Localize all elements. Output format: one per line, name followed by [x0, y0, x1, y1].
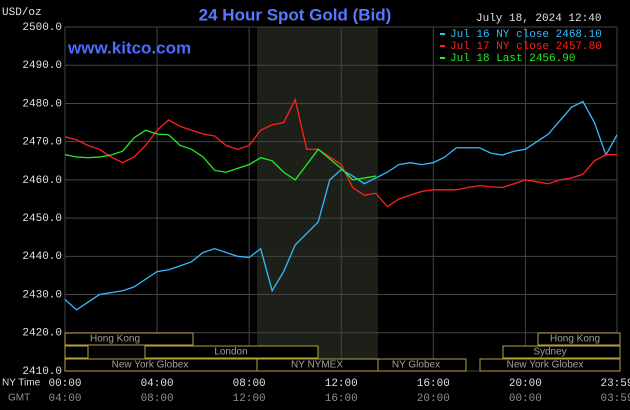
chart-title: 24 Hour Spot Gold (Bid) — [199, 5, 392, 24]
shaded-session — [257, 27, 378, 371]
x2-tick-label: 20:00 — [417, 393, 450, 405]
series-line — [64, 100, 618, 311]
session-label: NY NYMEX — [291, 360, 343, 371]
session-label: London — [214, 347, 247, 358]
y-tick-label: 2460.0 — [22, 175, 62, 187]
y-tick-label: 2420.0 — [22, 328, 62, 340]
y-tick-label: 2470.0 — [22, 137, 62, 149]
x-tick-label: 00:00 — [48, 378, 81, 390]
session-label: New York Globex — [507, 360, 584, 371]
x2-tick-label: 08:00 — [141, 393, 174, 405]
x2-tick-label: 03:59 — [600, 393, 630, 405]
legend-label: Jul 17 NY close 2457.80 — [450, 41, 602, 53]
series-line — [64, 129, 376, 181]
session-label: Hong Kong — [550, 334, 600, 345]
x-tick-label: 23:59 — [600, 378, 630, 390]
x-tick-label: 08:00 — [233, 378, 266, 390]
y-axis-label: USD/oz — [2, 7, 42, 19]
x2-axis-label: GMT — [8, 393, 30, 404]
session-label: New York Globex — [112, 360, 189, 371]
y-tick-label: 2440.0 — [22, 251, 62, 263]
x-tick-label: 16:00 — [417, 378, 450, 390]
y-tick-label: 2410.0 — [22, 366, 62, 378]
x-tick-label: 04:00 — [141, 378, 174, 390]
sessions: Hong Kong London New York Globex NY NYME… — [64, 332, 621, 372]
x2-tick-label: 16:00 — [325, 393, 358, 405]
y-tick-label: 2430.0 — [22, 289, 62, 301]
session-label: NY Globex — [392, 360, 440, 371]
x2-tick-label: 12:00 — [233, 393, 266, 405]
y-tick-label: 2450.0 — [22, 213, 62, 225]
x2-tick-label: 00:00 — [509, 393, 542, 405]
y-tick-label: 2500.0 — [22, 22, 62, 34]
series-line — [64, 97, 617, 208]
legend-label: Jul 18 Last 2456.90 — [450, 53, 575, 65]
x-tick-label: 20:00 — [509, 378, 542, 390]
session-label: Hong Kong — [90, 334, 140, 345]
x-tick-label: 12:00 — [325, 378, 358, 390]
y-tick-label: 2490.0 — [22, 60, 62, 72]
y-tick-label: 2480.0 — [22, 98, 62, 110]
watermark: www.kitco.com — [67, 38, 191, 57]
legend-label: Jul 16 NY close 2468.10 — [450, 29, 602, 41]
session-label: Sydney — [533, 347, 566, 358]
chart-subtitle: July 18, 2024 12:40 — [476, 13, 601, 25]
x-axis-label: NY Time — [2, 378, 41, 389]
x2-tick-label: 04:00 — [48, 393, 81, 405]
